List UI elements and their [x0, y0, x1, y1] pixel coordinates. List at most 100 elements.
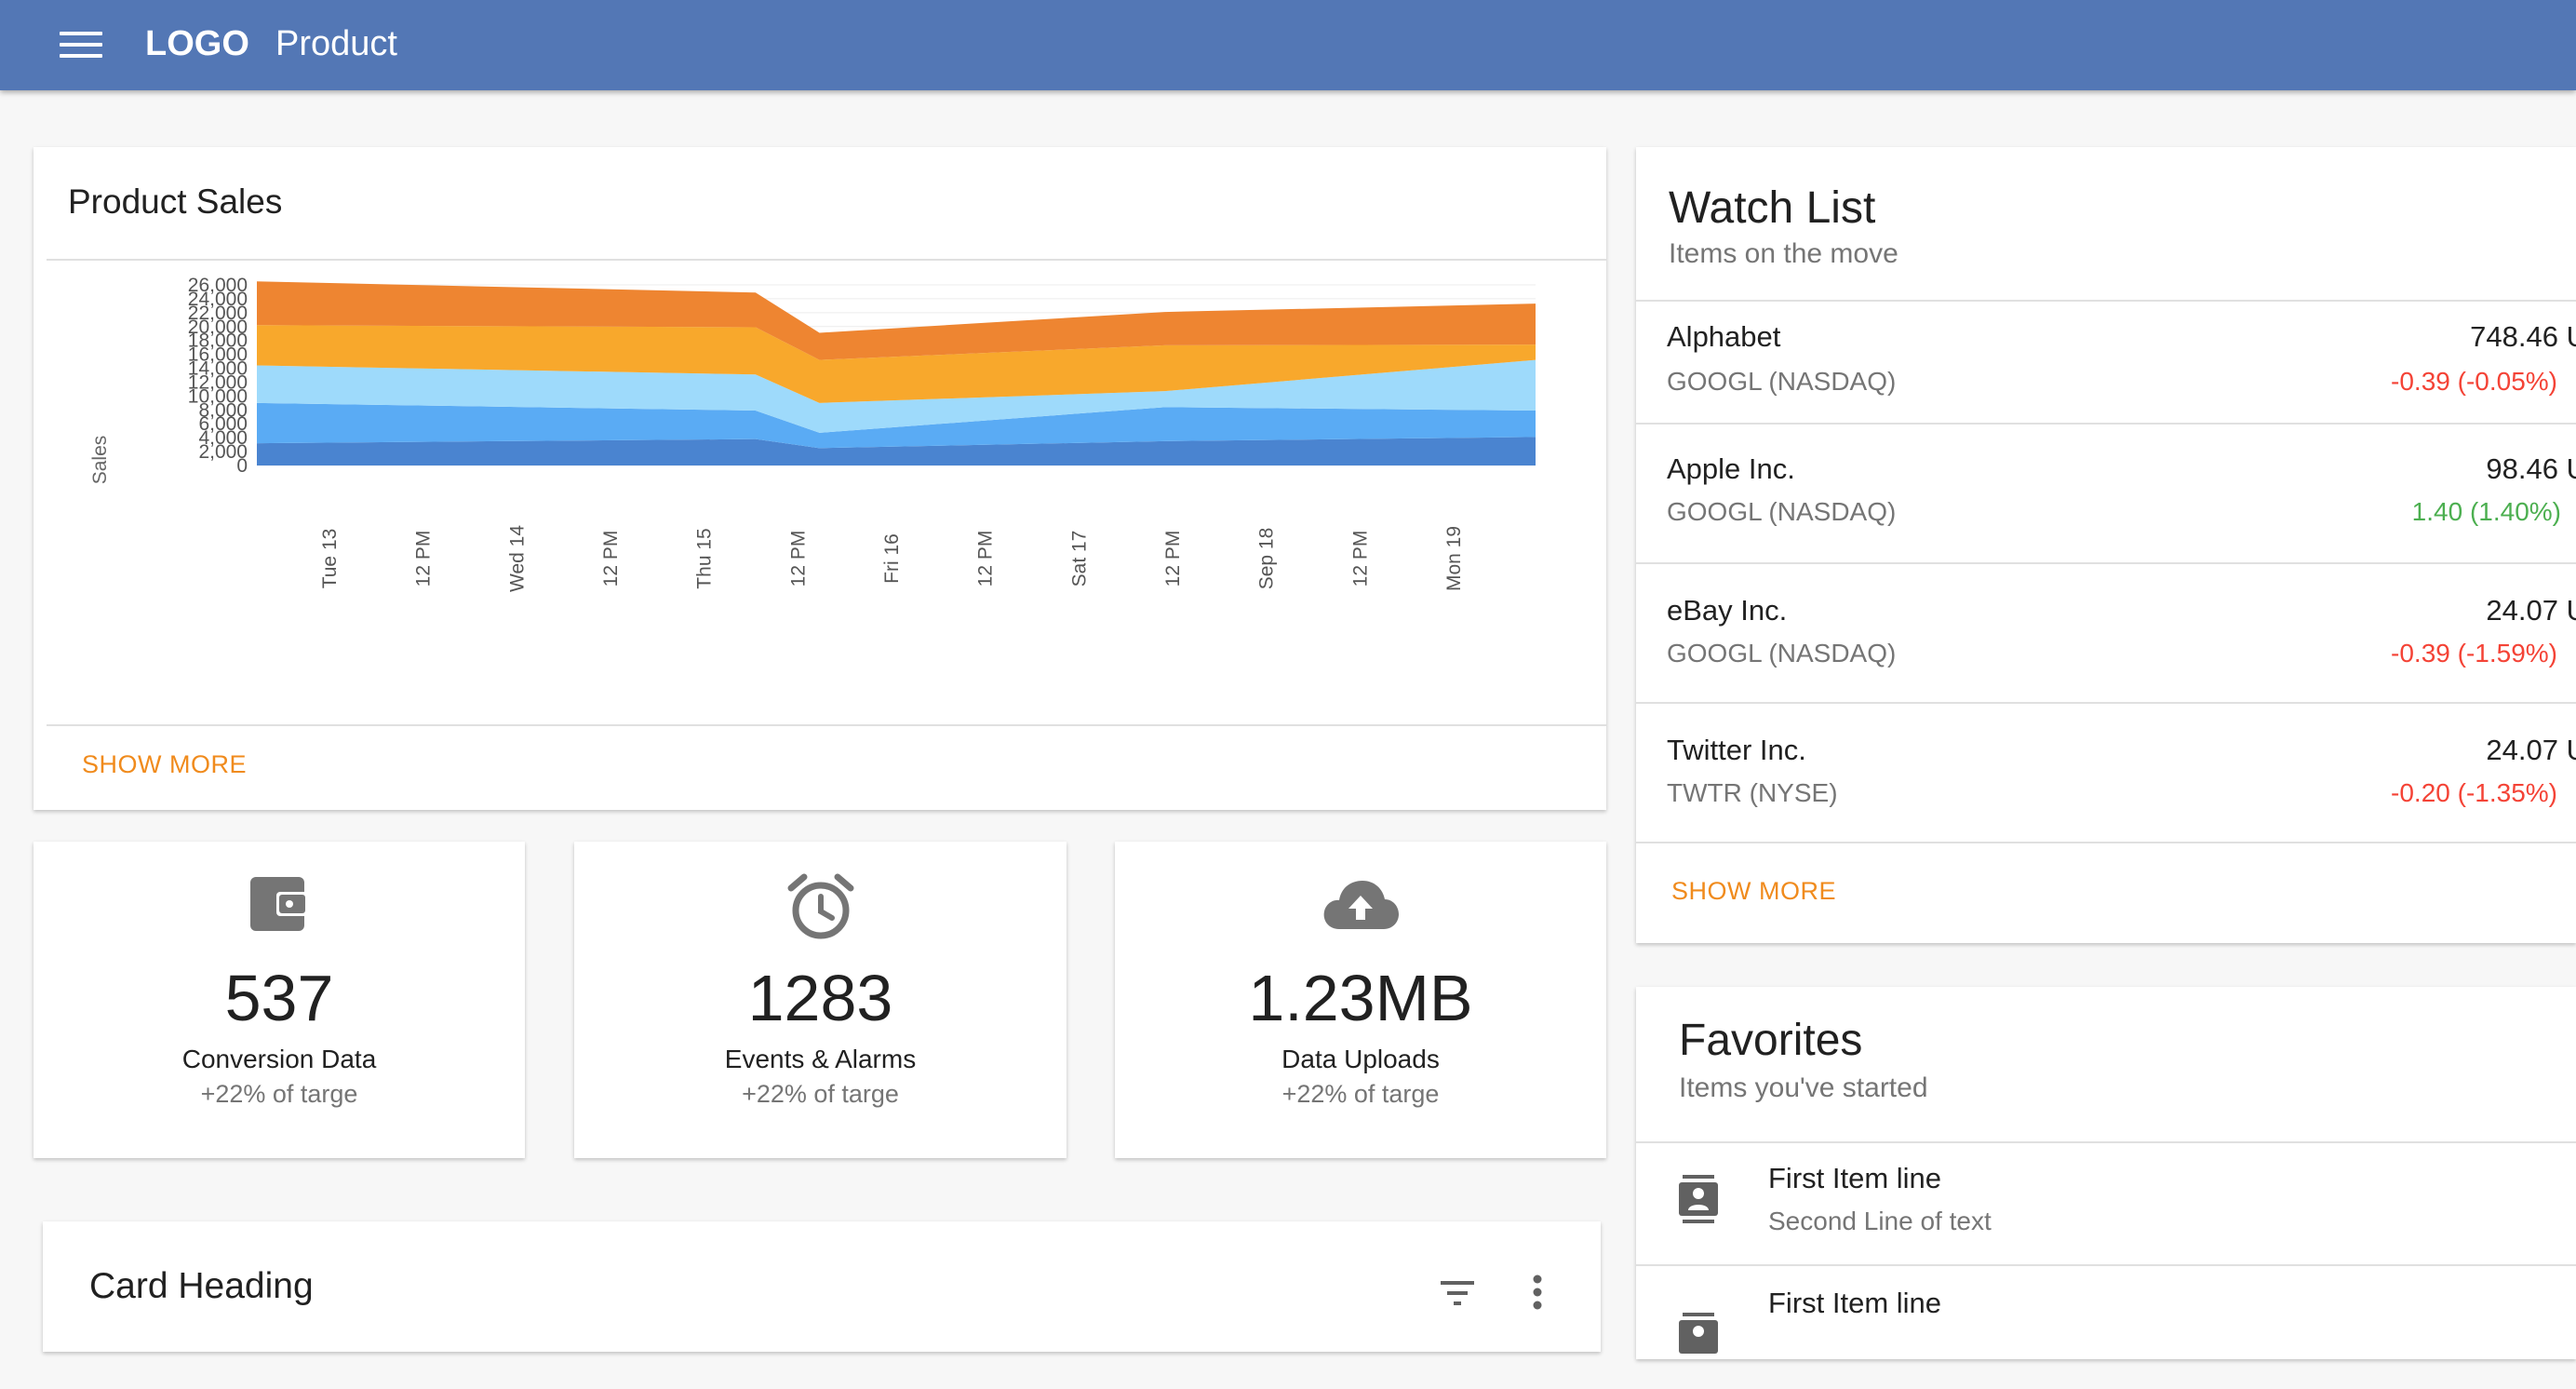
y-axis-label: Sales	[89, 436, 111, 485]
y-tick-label: 12,000	[188, 371, 248, 393]
stock-ticker: GOOGL (NASDAQ)	[1667, 497, 1897, 526]
watch-list-item[interactable]: Twitter Inc. TWTR (NYSE) 24.07 U -0.20 (…	[1636, 702, 2576, 843]
stock-ticker: GOOGL (NASDAQ)	[1667, 639, 1897, 668]
stock-name: Twitter Inc.	[1667, 734, 1806, 766]
x-tick-label: 12 PM	[1162, 531, 1184, 587]
favorites-subtitle: Items you've started	[1679, 1072, 1928, 1103]
divider	[1636, 842, 2576, 843]
x-tick-label: 12 PM	[413, 531, 435, 587]
y-tick-label: 16,000	[188, 344, 248, 366]
stat-label: Conversion Data	[181, 1045, 377, 1073]
x-tick-label: Fri 16	[881, 533, 903, 584]
stat-subtext: +22% of targe	[742, 1080, 899, 1108]
logo[interactable]: LOGO	[145, 24, 249, 63]
y-tick-label: 0	[236, 455, 248, 477]
favorites-primary-text: First Item line	[1768, 1162, 1942, 1194]
alarm-clock-icon	[574, 871, 1067, 946]
favorites-item[interactable]: First Item line	[1636, 1264, 2576, 1389]
stock-price: 98.46 U	[2486, 452, 2576, 485]
x-tick-label: Sat 17	[1068, 531, 1090, 587]
favorites-primary-text: First Item line	[1768, 1287, 1942, 1319]
stock-price: 24.07 U	[2486, 594, 2576, 627]
show-more-button[interactable]: SHOW MORE	[82, 750, 247, 778]
y-tick-label: 14,000	[188, 358, 248, 380]
y-tick-label: 26,000	[188, 275, 248, 296]
x-tick-label: 12 PM	[600, 531, 622, 587]
card-heading-card: Card Heading	[43, 1221, 1601, 1352]
wallet-icon	[34, 871, 525, 946]
stock-price: 748.46 U	[2470, 320, 2576, 353]
stat-card-conversion: 537 Conversion Data +22% of targe	[34, 842, 525, 1158]
y-tick-label: 8,000	[198, 399, 248, 421]
stock-ticker: GOOGL (NASDAQ)	[1667, 367, 1897, 396]
more-vert-icon[interactable]	[1530, 1274, 1545, 1315]
app-bar: LOGO Product	[0, 0, 2576, 90]
cloud-upload-icon	[1115, 871, 1606, 946]
chart-areas	[257, 281, 1536, 465]
stat-value: 1.23MB	[1248, 962, 1473, 1034]
favorites-item[interactable]: First Item line Second Line of text	[1636, 1141, 2576, 1266]
divider	[47, 259, 1606, 261]
area-series-3	[257, 359, 1536, 433]
y-tick-label: 20,000	[188, 317, 248, 338]
sales-chart: 02,0004,0006,0008,00010,00012,00014,0001…	[89, 275, 1536, 592]
stock-change: 1.40 (1.40%)	[2411, 497, 2561, 526]
watch-list-subtitle: Items on the move	[1669, 238, 1898, 269]
stock-name: Apple Inc.	[1667, 452, 1795, 485]
x-tick-label: Sep 18	[1256, 528, 1278, 590]
stock-change: -0.20 (-1.35%)	[2391, 778, 2557, 807]
stat-subtext: +22% of targe	[200, 1080, 358, 1108]
area-series-5	[257, 281, 1536, 360]
y-tick-label: 10,000	[188, 385, 248, 407]
stock-name: eBay Inc.	[1667, 594, 1788, 627]
stat-value: 1283	[747, 962, 893, 1034]
watch-list-item[interactable]: eBay Inc. GOOGL (NASDAQ) 24.07 U -0.39 (…	[1636, 562, 2576, 704]
watch-list-card: Watch List Items on the move Alphabet GO…	[1636, 147, 2576, 943]
x-tick-label: Thu 15	[694, 528, 716, 588]
stock-change: -0.39 (-0.05%)	[2391, 367, 2557, 396]
y-tick-label: 6,000	[198, 413, 248, 435]
favorites-title: Favorites	[1679, 1016, 1863, 1065]
product-sales-card: Product Sales 0 2,000 4,000 6,000 8,000 10,00…	[34, 147, 1606, 810]
area-series-4	[257, 325, 1536, 403]
x-tick-label: 12 PM	[787, 531, 809, 587]
stat-card-events: 1283 Events & Alarms +22% of targe	[574, 842, 1067, 1158]
divider	[47, 724, 1606, 726]
favorites-secondary-text: Second Line of text	[1768, 1207, 1992, 1235]
y-tick-label: 22,000	[188, 303, 248, 324]
x-tick-label: Wed 14	[506, 525, 528, 592]
stat-card-uploads: 1.23MB Data Uploads +22% of targe	[1115, 842, 1606, 1158]
card-title: Product Sales	[68, 182, 283, 221]
card-heading-title: Card Heading	[89, 1266, 314, 1306]
watch-list-title: Watch List	[1669, 183, 1876, 233]
favorites-card: Favorites Items you've started First Ite…	[1636, 987, 2576, 1359]
y-tick-label: 4,000	[198, 427, 248, 449]
app-title: Product	[275, 24, 397, 63]
stat-value: 537	[224, 962, 334, 1034]
stock-price: 24.07 U	[2486, 734, 2576, 766]
contact-card-icon	[1679, 1175, 1718, 1223]
y-axis-ticks: 02,0004,0006,0008,00010,00012,00014,0001…	[188, 275, 248, 477]
stock-ticker: TWTR (NYSE)	[1667, 778, 1838, 807]
stock-change: -0.39 (-1.59%)	[2391, 639, 2557, 668]
y-tick-label: 24,000	[188, 289, 248, 310]
filter-icon[interactable]	[1439, 1277, 1476, 1314]
x-tick-label: 12 PM	[975, 531, 997, 587]
show-more-button[interactable]: SHOW MORE	[1671, 877, 1836, 905]
area-series-1	[257, 437, 1536, 465]
stock-name: Alphabet	[1667, 320, 1781, 353]
y-tick-label: 18,000	[188, 330, 248, 352]
x-tick-label: 12 PM	[1349, 531, 1371, 587]
contact-card-icon	[1679, 1313, 1718, 1361]
x-tick-label: Tue 13	[319, 529, 341, 589]
watch-list-item[interactable]: Apple Inc. GOOGL (NASDAQ) 98.46 U 1.40 (…	[1636, 423, 2576, 564]
stat-label: Data Uploads	[1281, 1045, 1440, 1073]
area-series-2	[257, 402, 1536, 449]
x-tick-label: Mon 19	[1443, 526, 1465, 591]
x-axis-ticks: Tue 13 12 PM Wed 14 12 PM Thu 15 12 PM Fri 16 1…	[319, 525, 1465, 592]
y-tick-label: 2,000	[198, 441, 248, 463]
watch-list-item[interactable]: Alphabet GOOGL (NASDAQ) 748.46 U -0.39 (…	[1636, 300, 2576, 430]
stat-subtext: +22% of targe	[1281, 1080, 1440, 1108]
menu-icon[interactable]	[60, 32, 102, 63]
stat-label: Events & Alarms	[724, 1045, 917, 1073]
